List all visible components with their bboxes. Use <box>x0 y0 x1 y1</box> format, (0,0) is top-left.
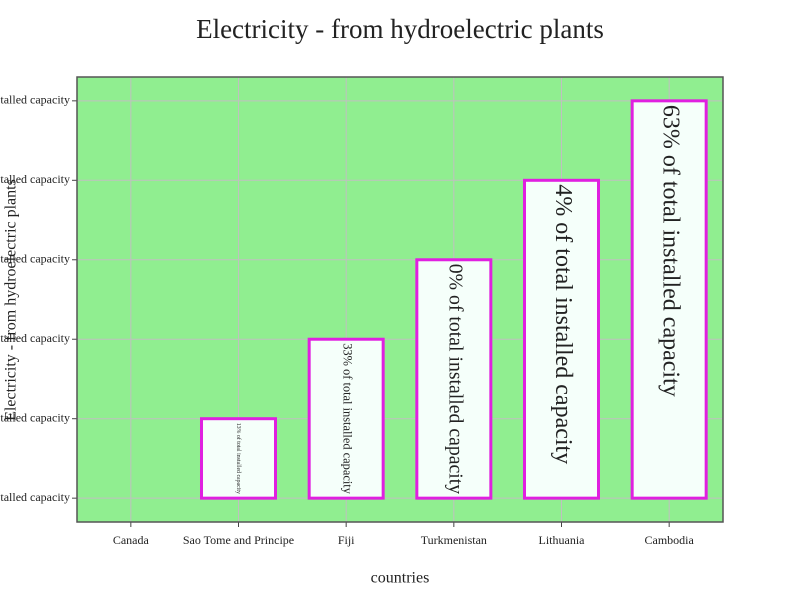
bar <box>630 99 708 500</box>
x-tick-label: Lithuania <box>539 533 586 547</box>
x-tick-label: Cambodia <box>645 533 695 547</box>
y-axis-title: Electricity - from hydroelectric plants <box>3 179 20 421</box>
bar <box>415 258 493 500</box>
plot-frame <box>76 76 724 523</box>
x-tick-label: Fiji <box>338 533 355 547</box>
bar-label: 0% of total installed capacity <box>444 264 466 494</box>
y-tick-label: 63% of total installed capacity <box>0 93 70 107</box>
y-tick-label: 58% of total installed capacity <box>0 490 70 504</box>
x-axis-title: countries <box>371 570 430 587</box>
bar <box>200 417 277 500</box>
bar-label: 4% of total installed capacity <box>550 184 576 464</box>
bar-label: 13% of total installed capacity <box>235 423 242 494</box>
x-tick-label: Canada <box>113 533 150 547</box>
y-tick-label: 0% of total installed capacity <box>0 252 70 266</box>
bar <box>307 337 385 500</box>
y-tick-label: 33% of total installed capacity <box>0 331 70 345</box>
bar-label: 63% of total installed capacity <box>658 105 684 397</box>
y-tick-label: 13% of total installed capacity <box>0 410 70 424</box>
x-tick-label: Sao Tome and Principe <box>183 533 294 547</box>
x-tick-label: Turkmenistan <box>421 533 487 547</box>
y-tick-label: 4% of total installed capacity <box>0 172 70 186</box>
plot-area <box>77 77 723 522</box>
chart-title: Electricity - from hydroelectric plants <box>196 14 604 44</box>
bar <box>523 178 600 500</box>
bar-label: 33% of total installed capacity <box>340 343 354 495</box>
